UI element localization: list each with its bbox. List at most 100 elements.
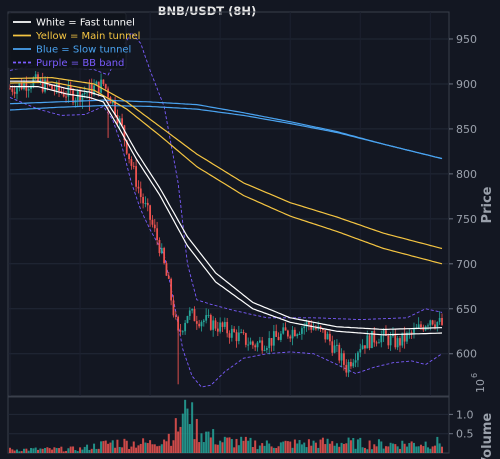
volume-bar <box>149 440 152 453</box>
volume-bar <box>23 448 26 453</box>
volume-tick-label: 1.0 <box>456 408 474 421</box>
volume-panel-frame <box>7 396 450 454</box>
volume-bar <box>193 439 196 453</box>
candle-body <box>291 329 294 339</box>
volume-bar <box>324 444 327 453</box>
candle-body <box>83 92 86 94</box>
candle-body <box>338 344 341 361</box>
candle-body <box>357 352 359 361</box>
volume-bar <box>167 433 170 453</box>
candle-body <box>207 315 210 317</box>
volume-bar <box>216 444 219 453</box>
candle-body <box>165 263 168 276</box>
volume-bar <box>284 440 287 453</box>
volume-bar <box>279 442 282 453</box>
volume-bar <box>32 448 35 453</box>
candle-body <box>130 159 133 166</box>
volume-bar <box>191 402 194 453</box>
candle-body <box>9 88 11 90</box>
volume-bar <box>354 448 357 453</box>
candle-body <box>336 344 338 346</box>
volume-bar <box>212 429 215 453</box>
volume-bar <box>121 447 124 453</box>
candle-body <box>403 332 406 342</box>
main-tunnel-line-lower <box>10 81 443 265</box>
price-tick-label: 950 <box>456 33 477 46</box>
legend: White = Fast tunnel Yellow = Main tunnel B… <box>7 12 140 70</box>
candle-body <box>67 86 70 97</box>
volume-bar <box>368 440 371 453</box>
volume-bar <box>417 446 420 453</box>
volume-bar <box>384 446 387 453</box>
candle-body <box>137 186 140 189</box>
volume-exponent-10: 10 <box>474 379 487 393</box>
candle-body <box>296 334 299 337</box>
candle-body <box>184 322 187 332</box>
volume-bar <box>41 448 44 453</box>
candle-body <box>128 153 130 160</box>
candle-body <box>380 335 383 343</box>
candle-body <box>44 79 46 92</box>
volume-axis-ticks: 0.5 1.0 <box>449 408 474 441</box>
volume-bar <box>268 443 271 453</box>
candle-body <box>366 335 369 349</box>
volume-bar <box>186 408 189 453</box>
volume-bar <box>249 437 252 453</box>
candle-body <box>436 321 439 328</box>
volume-bar <box>412 442 415 453</box>
candle-body <box>30 86 32 89</box>
candle-body <box>53 89 56 91</box>
volume-bar <box>345 443 348 453</box>
volume-bar <box>228 437 231 453</box>
candle-body <box>441 318 443 325</box>
volume-bar <box>93 443 96 453</box>
volume-bar <box>219 440 222 453</box>
candle-body <box>191 309 194 311</box>
volume-bar <box>107 443 110 453</box>
candle-body <box>270 338 273 346</box>
candle-body <box>438 318 441 322</box>
slow-tunnel <box>9 99 443 160</box>
candle-body <box>55 82 58 91</box>
candle-body <box>399 338 401 346</box>
volume-bar <box>286 441 289 453</box>
candle-body <box>261 340 264 351</box>
volume-bar <box>431 446 434 453</box>
volume-axis-label: Volume <box>480 413 495 459</box>
candle-body <box>214 320 217 329</box>
chart-title: BNB/USDT (8H) <box>158 4 257 18</box>
volume-bar <box>361 447 364 453</box>
price-tick-label: 600 <box>456 348 477 361</box>
candle-body <box>310 324 313 330</box>
candle-body <box>198 323 201 327</box>
volume-bar <box>254 440 257 453</box>
volume-bar <box>282 441 285 453</box>
candle-body <box>226 321 229 334</box>
price-panel-frame <box>7 11 450 397</box>
volume-bar <box>382 448 385 453</box>
volume-bar <box>55 447 58 453</box>
volume-bar <box>223 436 226 453</box>
volume-bar <box>436 436 439 453</box>
volume-bar <box>53 447 56 453</box>
price-tick-label: 750 <box>456 213 477 226</box>
candle-body <box>95 81 98 86</box>
volume-bar <box>109 442 112 453</box>
volume-bar <box>314 442 317 453</box>
volume-bar <box>25 448 28 453</box>
candle-body <box>350 362 352 367</box>
volume-bar <box>51 449 54 453</box>
candle-body <box>132 165 135 167</box>
volume-bar <box>291 447 294 453</box>
volume-bar <box>184 399 187 453</box>
volume-bar <box>429 448 432 453</box>
candle-body <box>406 332 408 342</box>
volume-bar <box>132 441 135 453</box>
candle-body <box>230 328 233 338</box>
candle-body <box>396 338 399 348</box>
volume-bar <box>317 447 320 453</box>
candle-body <box>279 333 282 340</box>
candle-body <box>354 360 357 363</box>
candle-body <box>13 91 16 94</box>
candle-body <box>247 344 250 346</box>
